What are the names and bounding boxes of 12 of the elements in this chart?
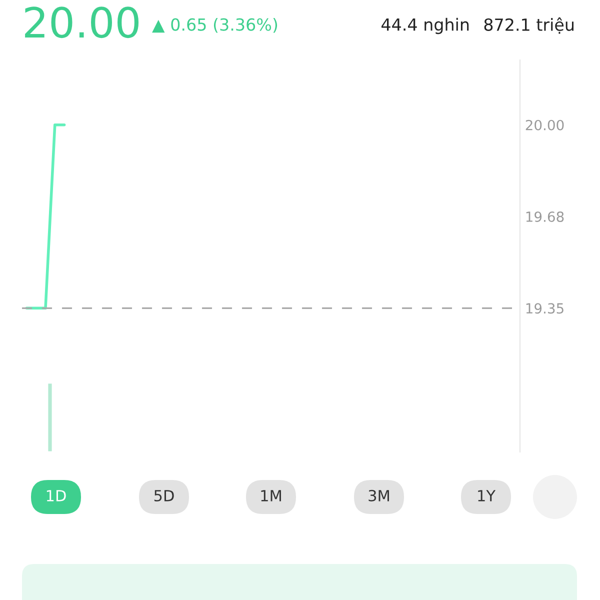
- y-tick-label: 19.35: [526, 303, 564, 314]
- text: 1Y: [478, 490, 496, 502]
- text: 1M: [261, 490, 281, 502]
- y-tick-label: 19.68: [526, 211, 564, 222]
- text: 44.4 nghin: [382, 18, 469, 34]
- y-tick-label: 20.00: [526, 120, 564, 130]
- chart-title: 20.00: [25, 6, 139, 38]
- chart-subtitle: ▲ 0.65 (3.36%): [152, 18, 278, 33]
- text: 5D: [154, 490, 174, 502]
- text: 1D: [46, 490, 66, 502]
- text: 872.1 triệu: [484, 17, 574, 34]
- text: 3M: [368, 490, 389, 502]
